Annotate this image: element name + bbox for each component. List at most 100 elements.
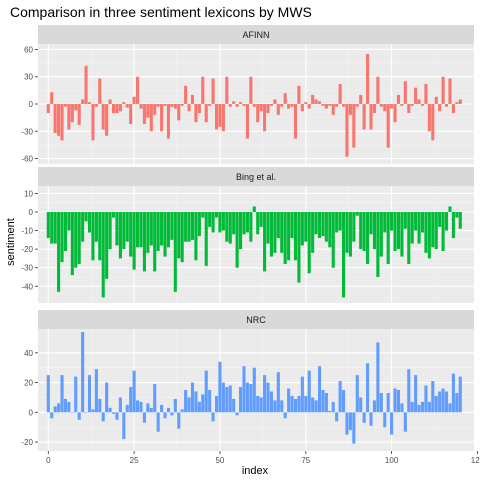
bar [239, 212, 243, 250]
facet-strip-label: NRC [246, 315, 266, 325]
bar [307, 104, 311, 109]
bar [239, 102, 243, 104]
bar [359, 212, 363, 250]
facet-strip-label: AFINN [243, 30, 270, 40]
bar [249, 76, 253, 104]
bar [293, 104, 298, 139]
bar [431, 104, 435, 141]
bar [331, 401, 335, 413]
bar [211, 78, 215, 104]
bar [441, 212, 445, 251]
bar [414, 87, 418, 104]
bar [108, 99, 112, 104]
bar [74, 104, 78, 111]
bar [146, 212, 150, 253]
bar [190, 212, 195, 240]
bar [266, 212, 270, 244]
bar [235, 412, 239, 416]
bar [390, 104, 394, 109]
bar [190, 382, 195, 413]
bar [393, 104, 397, 123]
bar [335, 212, 339, 233]
bar [142, 212, 146, 272]
bar [187, 212, 191, 242]
bar [455, 212, 459, 218]
bar [314, 400, 318, 413]
bar [317, 101, 322, 104]
bar [101, 212, 105, 298]
bar [307, 370, 311, 413]
bar [290, 104, 294, 107]
bar [249, 384, 253, 413]
bar [111, 104, 116, 114]
bar [269, 104, 273, 106]
bar [87, 375, 92, 413]
facet-strip [38, 25, 474, 44]
bar [372, 400, 376, 413]
bar [149, 407, 153, 413]
x-tick-label: 50 [215, 456, 224, 465]
bar [355, 104, 359, 107]
bar [328, 410, 332, 413]
bar [410, 212, 414, 244]
bar [331, 212, 335, 268]
bar [345, 412, 349, 435]
x-tick-label: 25 [130, 456, 139, 465]
bar [300, 212, 304, 246]
bar [105, 212, 109, 279]
bar [67, 104, 71, 130]
bar [139, 104, 143, 109]
bar [136, 212, 140, 248]
bar [204, 212, 208, 266]
bar [46, 375, 50, 413]
x-tick-label: 0 [46, 456, 51, 465]
bar [132, 96, 136, 104]
bar [170, 412, 174, 416]
bar [369, 412, 373, 426]
bar [451, 104, 455, 114]
bar [407, 369, 411, 413]
bar [249, 212, 253, 242]
bar [122, 412, 126, 440]
bar [348, 412, 352, 431]
bar [390, 412, 394, 435]
bar [63, 398, 68, 413]
x-axis: 0 25 50 75 100 125 [46, 451, 480, 465]
bar [204, 104, 208, 123]
panel-background [38, 329, 474, 451]
bar [101, 412, 105, 422]
bar [280, 212, 284, 253]
bar [376, 342, 380, 413]
bar [239, 387, 243, 413]
bar [451, 373, 455, 413]
chart-title: Comparison in three sentiment lexicons b… [10, 4, 312, 20]
bar [324, 392, 328, 413]
bar [74, 212, 78, 268]
bar [214, 104, 219, 130]
bar [63, 212, 68, 251]
y-tick-label: -30 [21, 264, 33, 273]
bar [153, 384, 157, 413]
bar [63, 104, 68, 107]
bar [50, 212, 54, 244]
bar [266, 382, 270, 413]
bar [163, 104, 167, 106]
bar [221, 104, 225, 132]
bar [259, 104, 263, 112]
bar [369, 104, 373, 130]
bar [177, 412, 181, 429]
bar [372, 212, 376, 250]
bar [400, 104, 404, 106]
bar [390, 212, 394, 231]
bar [50, 92, 54, 104]
bar [166, 407, 170, 413]
bar [125, 212, 129, 242]
bar [427, 104, 431, 132]
bar [287, 104, 291, 109]
panel-bing-et-al: Bing et al. -40 -30 -20 -10 0 10 [21, 167, 478, 303]
x-tick-label: 125 [471, 456, 480, 465]
y-tick-label: 30 [24, 73, 33, 82]
bar [125, 104, 129, 108]
bar [84, 65, 88, 104]
